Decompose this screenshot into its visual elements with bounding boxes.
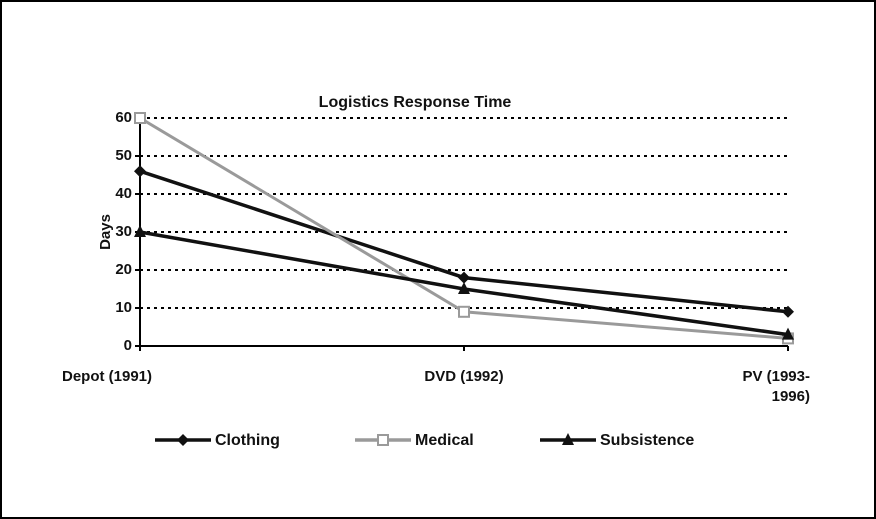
legend-label: Medical	[415, 432, 474, 449]
y-tick-label: 60	[115, 109, 132, 126]
chart-title: Logistics Response Time	[319, 94, 512, 111]
y-tick-label: 50	[115, 147, 132, 164]
y-tick-label: 30	[115, 223, 132, 240]
data-point	[458, 305, 470, 318]
x-tick-label: DVD (1992)	[424, 368, 504, 385]
data-point	[134, 165, 146, 178]
data-point	[134, 112, 146, 124]
y-tick-label: 0	[124, 337, 132, 354]
data-point	[458, 271, 470, 284]
x-tick-label: Depot (1991)	[62, 368, 153, 385]
data-point	[458, 282, 470, 294]
legend-marker	[177, 434, 189, 446]
legend-label: Subsistence	[600, 432, 694, 449]
data-point	[782, 327, 794, 340]
data-point	[782, 305, 794, 318]
y-tick-label: 40	[115, 185, 132, 202]
data-point	[134, 225, 146, 237]
x-tick-label: PV (1993-1996)	[742, 368, 810, 405]
legend-marker	[377, 434, 389, 446]
legend-label: Clothing	[215, 432, 280, 449]
y-tick-label: 20	[115, 261, 132, 278]
y-tick-label: 10	[115, 299, 132, 316]
y-axis-label: Days	[97, 214, 114, 250]
legend-marker	[562, 433, 574, 445]
